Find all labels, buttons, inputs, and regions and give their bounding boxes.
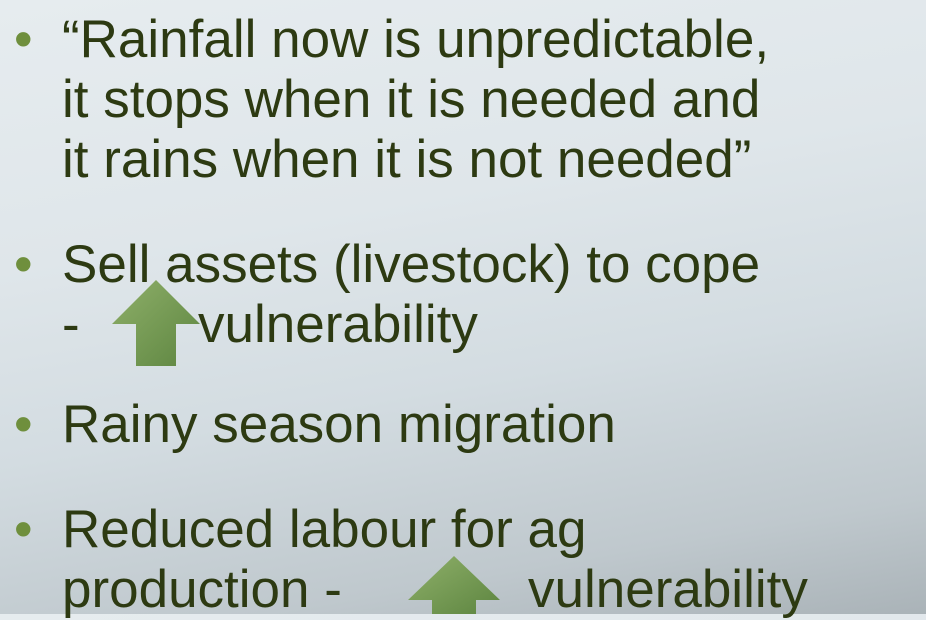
bullet-text: Sell assets (livestock) to cope <box>62 235 761 294</box>
bullet-dot: • <box>14 500 33 559</box>
bullet-text: vulnerability <box>528 560 808 619</box>
bullet-text: it rains when it is not needed” <box>62 130 752 189</box>
bullet-text: it stops when it is needed and <box>62 70 761 129</box>
bullet-text: - <box>62 295 80 354</box>
bullet-text: vulnerability <box>198 295 478 354</box>
bullet-text: Rainy season migration <box>62 395 616 454</box>
bullet-dot: • <box>14 10 33 69</box>
up-arrow <box>112 280 200 366</box>
bullet-dot: • <box>14 235 33 294</box>
up-arrow <box>408 556 500 614</box>
bullet-text: “Rainfall now is unpredictable, <box>62 10 770 69</box>
bullet-dot: • <box>14 395 33 454</box>
bullet-text: Reduced labour for ag <box>62 500 587 559</box>
bullet-text: production - <box>62 560 342 619</box>
